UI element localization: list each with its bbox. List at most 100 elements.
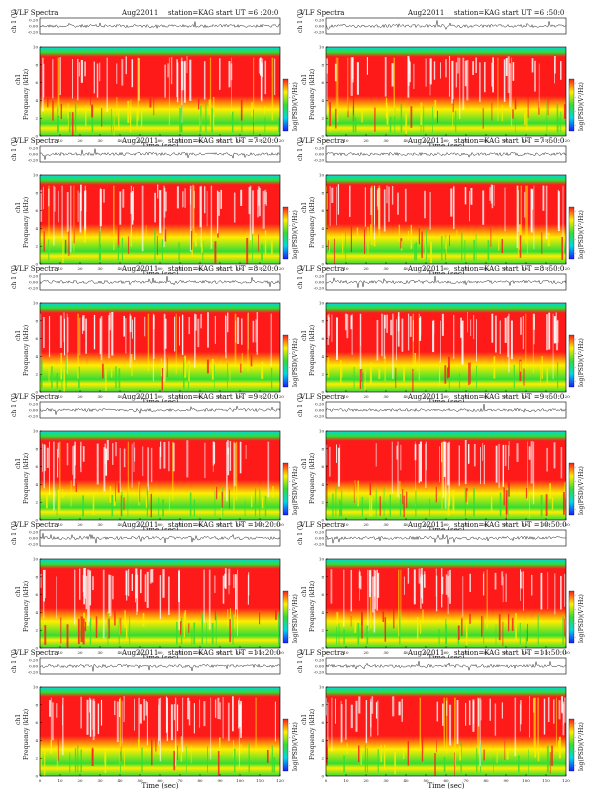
spectrogram-heatmap	[40, 303, 280, 392]
x-tick-label: 90	[503, 266, 509, 271]
y-tick-label: 8	[321, 446, 324, 451]
timeseries-ylabel: ch 1 (V)	[11, 9, 18, 33]
x-tick-label: 80	[483, 266, 489, 271]
x-tick-label: 20	[77, 778, 83, 783]
x-tick-label: 60	[443, 650, 449, 655]
colorbar-tick: -	[575, 722, 577, 726]
timeseries-frame	[325, 529, 567, 547]
y-tick-label: 0	[321, 518, 324, 523]
colorbar-label: log(PSD)(V²/Hz)	[292, 466, 299, 515]
panel-title: VLF Spectra	[299, 393, 344, 401]
x-tick-label: 10	[57, 778, 63, 783]
x-tick-label: 100	[522, 138, 530, 143]
colorbar-tick: -	[289, 622, 291, 626]
x-tick-label: 20	[363, 394, 369, 399]
y-tick-label: 8	[35, 574, 38, 579]
x-tick-label: 90	[503, 522, 509, 527]
x-tick-label: 0	[325, 138, 328, 143]
colorbar-tick: -	[575, 480, 577, 484]
panel-station: station=KAG	[454, 9, 500, 17]
x-tick-label: 40	[117, 522, 123, 527]
vlf-panel: VLF Spectra Aug22011 station=KAG start UT =…	[11, 9, 299, 150]
x-tick-label: 50	[137, 266, 143, 271]
y-tick-label: 4	[35, 354, 38, 359]
x-tick-label: 0	[39, 394, 42, 399]
timeseries-tick-label: -0.20	[314, 670, 325, 675]
timeseries-tick-label: 0.00	[315, 152, 324, 157]
y-tick-label: 8	[321, 62, 324, 67]
vlf-panel: VLF Spectra Aug22011 station=KAG start UT =…	[11, 137, 299, 278]
colorbar-tick: -	[575, 252, 577, 256]
y-tick-label: 8	[35, 190, 38, 195]
spectrogram-texture	[325, 184, 564, 264]
timeseries-frame	[325, 145, 567, 163]
spectrogram-channel-label: ch1	[15, 586, 22, 597]
x-tick-label: 30	[383, 650, 389, 655]
panel-date: Aug22011	[121, 649, 158, 657]
x-tick-label: 110	[256, 138, 264, 143]
timeseries-tick-label: -0.20	[28, 30, 39, 35]
x-tick-label: 70	[463, 650, 469, 655]
spectrogram-ylabel: Frequency (kHz)	[23, 197, 30, 248]
panel-date: Aug22011	[121, 9, 158, 17]
y-tick-label: 4	[35, 738, 38, 743]
timeseries-waveform	[39, 276, 281, 287]
x-tick-label: 90	[503, 138, 509, 143]
timeseries-waveform	[325, 661, 567, 672]
x-tick-label: 20	[77, 394, 83, 399]
timeseries-waveform	[325, 534, 567, 545]
timeseries-tick-label: -0.20	[28, 670, 39, 675]
colorbar-tick: -	[289, 764, 291, 768]
timeseries-tick-label: -0.20	[28, 286, 39, 291]
timeseries-ylabel: ch 1 (V)	[297, 137, 304, 161]
y-tick-label: 8	[321, 574, 324, 579]
spectrogram-channel-label: ch1	[15, 458, 22, 469]
panel-station: station=KAG	[454, 265, 500, 273]
colorbar-tick: -	[289, 96, 291, 100]
x-tick-label: 0	[325, 522, 328, 527]
panel-station: station=KAG	[168, 649, 214, 657]
x-tick-label: 100	[236, 138, 244, 143]
x-tick-label: 70	[463, 394, 469, 399]
x-tick-label: 60	[157, 394, 163, 399]
x-tick-label: 70	[177, 778, 183, 783]
x-tick-label: 110	[542, 650, 550, 655]
y-tick-label: 10	[33, 557, 39, 562]
x-tick-label: 110	[542, 522, 550, 527]
x-tick-label: 0	[39, 138, 42, 143]
x-tick-label: 50	[423, 266, 429, 271]
colorbar-label: log(PSD)(V²/Hz)	[578, 82, 585, 131]
panel-station: station=KAG	[168, 393, 214, 401]
y-tick-label: 2	[35, 756, 38, 761]
x-tick-label: 10	[343, 138, 349, 143]
y-tick-label: 10	[319, 301, 325, 306]
y-tick-label: 0	[35, 518, 38, 523]
panel-title: VLF Spectra	[299, 521, 344, 529]
panel-date: Aug22011	[121, 265, 158, 273]
x-tick-label: 60	[443, 522, 449, 527]
panel-title: VLF Spectra	[299, 9, 344, 17]
x-tick-label: 110	[256, 650, 264, 655]
x-tick-label: 90	[503, 394, 509, 399]
x-tick-label: 30	[383, 394, 389, 399]
x-tick-label: 0	[325, 394, 328, 399]
colorbar	[282, 590, 289, 644]
y-tick-label: 8	[321, 190, 324, 195]
spectrogram-texture	[325, 55, 566, 136]
timeseries-tick-label: 0.20	[29, 530, 38, 535]
y-tick-label: 2	[35, 116, 38, 121]
colorbar-tick: -	[289, 722, 291, 726]
panel-start-time: start UT =7 :20:0	[216, 137, 278, 145]
x-tick-label: 120	[562, 650, 570, 655]
timeseries-tick-label: 0.00	[29, 408, 38, 413]
y-tick-label: 10	[319, 173, 325, 178]
y-tick-label: 4	[321, 482, 324, 487]
x-tick-label: 60	[157, 650, 163, 655]
spectrogram-channel-label: ch1	[15, 202, 22, 213]
x-tick-label: 120	[276, 778, 284, 783]
colorbar-tick: -	[575, 238, 577, 242]
colorbar-label: log(PSD)(V²/Hz)	[292, 210, 299, 259]
x-axis-label: Time (sec)	[141, 782, 178, 790]
spectrogram-texture	[40, 184, 273, 264]
